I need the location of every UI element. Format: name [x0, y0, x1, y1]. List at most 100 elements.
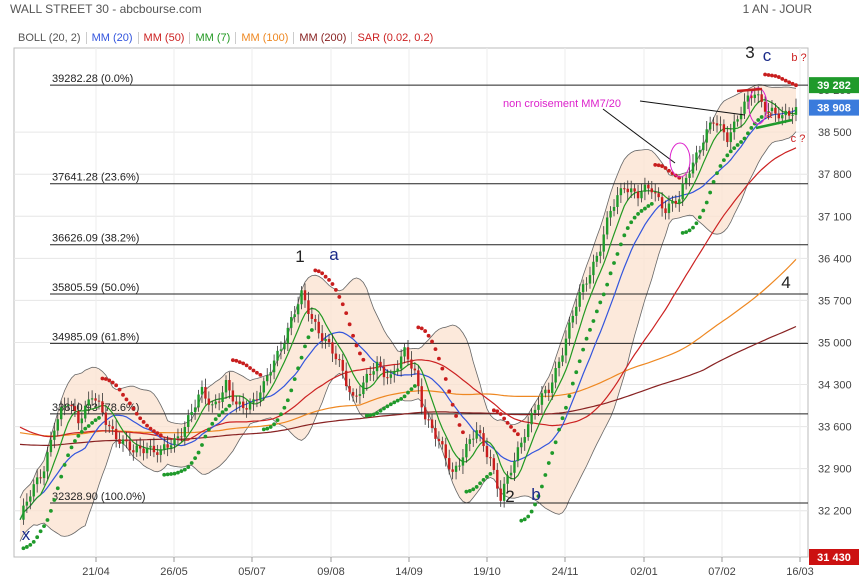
sar-dot: [172, 471, 177, 476]
sar-dot: [90, 420, 95, 425]
wave-label: b ?: [791, 52, 806, 64]
sar-dot: [612, 261, 616, 265]
candle-body: [90, 398, 94, 400]
candle-body: [719, 124, 722, 126]
sar-dot: [443, 377, 448, 381]
candle-body: [544, 389, 547, 394]
candle-body: [736, 119, 739, 122]
sar-dot: [461, 430, 465, 435]
candle-body: [252, 399, 255, 403]
candle-body: [87, 399, 90, 406]
sar-dot: [412, 384, 417, 388]
sar-dot: [395, 398, 400, 403]
sar-dot: [59, 474, 64, 479]
candle-body: [176, 436, 180, 439]
x-tick-label: 14/09: [395, 566, 423, 578]
sar-dot: [86, 424, 91, 428]
sar-dot: [794, 83, 798, 88]
sar-dot: [697, 215, 702, 220]
candle-body: [77, 410, 80, 424]
indicator-legend: BOLL (20, 2) MM (20) MM (50) MM (7) MM (100)…: [13, 32, 438, 44]
candle-body: [698, 150, 702, 153]
candle-body: [314, 318, 317, 322]
wave-label: 2: [505, 487, 514, 506]
legend-item-5[interactable]: MM (200): [294, 32, 353, 44]
legend-item-4[interactable]: MM (100): [236, 32, 295, 44]
sar-dot: [337, 295, 342, 299]
sar-dot: [21, 546, 26, 551]
sar-dot: [241, 361, 246, 366]
sar-dot: [49, 508, 53, 513]
candle-body: [715, 123, 719, 126]
candle-body: [427, 419, 430, 421]
wave-label: c: [763, 46, 772, 65]
annotation-circle: [669, 142, 691, 178]
sar-dot: [299, 355, 304, 360]
chart-title: WALL STREET 30 - abcbourse.com: [10, 2, 202, 16]
sar-dot: [515, 432, 520, 437]
sar-dot: [574, 370, 579, 375]
legend-item-3[interactable]: MM (7): [190, 32, 237, 44]
candle-body: [478, 430, 482, 434]
candle-body: [279, 349, 283, 351]
candle-body: [561, 355, 564, 362]
sar-dot: [165, 472, 170, 477]
x-tick-label: 16/03: [786, 566, 814, 578]
candle-body: [537, 404, 540, 410]
candle-body: [458, 465, 461, 467]
sar-dot: [121, 392, 125, 397]
sar-dot: [687, 228, 692, 233]
sar-dot: [309, 328, 314, 332]
candle-body: [365, 373, 368, 383]
candle-body: [341, 359, 344, 371]
candle-body: [73, 406, 77, 411]
sar-dot: [529, 509, 534, 514]
sar-dot: [382, 406, 386, 411]
sar-dot: [787, 80, 792, 85]
sar-dot: [272, 422, 276, 427]
candle-body: [585, 283, 588, 285]
sar-dot: [711, 179, 716, 184]
sar-dot: [93, 418, 98, 423]
candle-body: [231, 390, 235, 402]
legend-item-0[interactable]: BOLL (20, 2): [13, 32, 87, 44]
sar-dot: [182, 467, 187, 472]
legend-item-2[interactable]: MM (50): [139, 32, 191, 44]
candle-body: [595, 255, 599, 262]
sar-dot: [361, 357, 366, 362]
sar-dot: [100, 376, 105, 381]
sar-dot: [467, 489, 472, 493]
sar-dot: [601, 292, 606, 297]
candle-body: [770, 107, 774, 112]
sar-dot: [553, 440, 558, 445]
candle-body: [132, 450, 135, 453]
sar-dot: [622, 233, 627, 238]
candle-body: [612, 206, 616, 211]
sar-dot: [220, 410, 225, 415]
sar-dot: [385, 404, 390, 409]
legend-item-6[interactable]: SAR (0.02, 0.2): [357, 32, 434, 44]
sar-dot: [186, 465, 191, 470]
candle-body: [42, 471, 46, 479]
candle-body: [571, 315, 575, 323]
sar-dot: [636, 212, 640, 216]
sar-dot: [42, 524, 46, 529]
candle-body: [114, 428, 118, 440]
candle-body: [763, 101, 767, 112]
price-badge: [809, 99, 859, 116]
candle-body: [417, 370, 420, 387]
y-tick-label: 34 300: [818, 380, 852, 392]
sar-dot: [189, 461, 194, 465]
candle-body: [482, 433, 485, 447]
legend-item-1[interactable]: MM (20): [87, 32, 139, 44]
sar-dot: [230, 358, 235, 363]
sar-dot: [450, 402, 455, 407]
candle-body: [207, 398, 211, 405]
candle-body: [269, 372, 272, 376]
candle-body: [138, 445, 142, 449]
candle-body: [492, 458, 496, 470]
candle-body: [554, 368, 557, 383]
candle-body: [293, 314, 296, 318]
wave-label: x: [22, 525, 31, 544]
sar-dot: [399, 397, 404, 401]
